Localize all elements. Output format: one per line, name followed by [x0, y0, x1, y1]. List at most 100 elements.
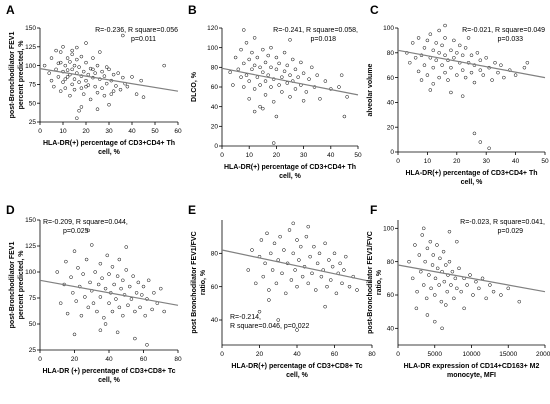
data-point: [69, 275, 73, 279]
data-point: [513, 73, 518, 77]
data-point: [437, 283, 441, 287]
data-point: [54, 48, 58, 53]
data-point: [493, 60, 497, 65]
y-tick-label: 100: [207, 45, 218, 52]
x-axis-label: HLA-DR (+) percentage of CD3+CD8+ Tc: [42, 368, 175, 375]
data-point: [301, 71, 306, 75]
y-tick-label: 40: [387, 326, 395, 333]
data-point: [277, 83, 281, 87]
data-point: [499, 63, 503, 67]
data-point: [422, 46, 427, 50]
data-point: [112, 282, 116, 287]
data-point: [266, 53, 270, 58]
y-axis-label: post-Bronchodilator FEV1: [9, 32, 16, 119]
y-tick-label: 60: [211, 84, 219, 91]
data-point: [295, 328, 299, 332]
data-point: [439, 299, 444, 304]
data-point: [86, 72, 91, 77]
panel-letter: F: [370, 203, 377, 217]
data-point: [413, 56, 418, 60]
data-point: [114, 84, 118, 88]
stats-annotation: p=0.011: [131, 36, 156, 43]
data-point: [250, 248, 254, 252]
data-point: [124, 245, 128, 249]
data-point: [115, 330, 120, 335]
data-point: [72, 249, 77, 253]
data-point: [236, 67, 241, 72]
y-tick-label: 0: [390, 149, 394, 156]
y-tick-label: 40: [387, 100, 395, 107]
data-point: [342, 268, 346, 272]
data-point: [478, 140, 483, 144]
data-point: [340, 281, 344, 286]
data-point: [490, 78, 494, 82]
data-point: [84, 78, 88, 83]
data-point: [410, 276, 415, 281]
data-point: [431, 65, 436, 70]
data-point: [293, 87, 298, 91]
data-point: [121, 33, 125, 38]
data-point: [334, 291, 339, 296]
stats-annotation: p=0.033: [498, 36, 524, 43]
data-point: [233, 55, 238, 60]
regression-line: [221, 67, 359, 96]
data-point: [435, 243, 439, 247]
y-axis-label: DLCO, %: [191, 71, 198, 102]
data-point: [304, 234, 309, 239]
data-point: [42, 63, 47, 68]
data-point: [117, 257, 122, 262]
data-point: [291, 221, 295, 226]
data-point: [433, 293, 437, 297]
data-point: [428, 239, 433, 244]
data-point: [79, 86, 84, 90]
x-tick-label: 50: [151, 128, 159, 135]
data-point: [65, 311, 70, 316]
data-point: [68, 93, 72, 98]
data-point: [517, 299, 522, 304]
data-point: [459, 289, 463, 294]
data-point: [293, 67, 298, 72]
data-point: [95, 309, 99, 314]
data-point: [259, 238, 264, 242]
data-point: [65, 56, 70, 60]
data-point: [75, 116, 79, 120]
data-point: [81, 272, 85, 276]
data-point: [280, 75, 284, 79]
data-point: [423, 259, 427, 264]
data-point: [437, 51, 441, 55]
y-tick-label: 50: [29, 321, 37, 328]
y-tick-label: 80: [211, 65, 219, 72]
data-point: [141, 95, 146, 99]
data-point: [49, 78, 54, 83]
data-point: [496, 70, 500, 75]
data-point: [284, 291, 288, 296]
y-tick-label: 100: [383, 226, 394, 233]
y-tick-label: 150: [25, 25, 36, 32]
data-point: [231, 83, 235, 87]
data-point: [308, 254, 312, 259]
data-point: [274, 114, 279, 119]
x-tick-label: 0: [220, 351, 224, 358]
data-point: [295, 238, 299, 242]
data-point: [407, 259, 411, 264]
data-point: [463, 46, 468, 50]
data-point: [484, 296, 488, 301]
data-point: [84, 257, 89, 262]
data-point: [115, 274, 120, 278]
data-point: [431, 253, 436, 257]
data-point: [239, 47, 243, 52]
y-tick-label: 40: [211, 104, 219, 111]
data-point: [110, 309, 115, 314]
data-point: [347, 284, 352, 289]
x-tick-label: 40: [327, 152, 335, 159]
data-point: [70, 48, 74, 53]
data-point: [441, 249, 446, 254]
data-point: [285, 63, 290, 68]
data-point: [468, 273, 472, 277]
y-axis-label: percent predicted, %: [18, 250, 25, 320]
data-point: [433, 276, 438, 281]
data-point: [444, 263, 448, 267]
data-point: [445, 289, 449, 294]
data-point: [84, 84, 88, 89]
data-point: [152, 291, 156, 295]
